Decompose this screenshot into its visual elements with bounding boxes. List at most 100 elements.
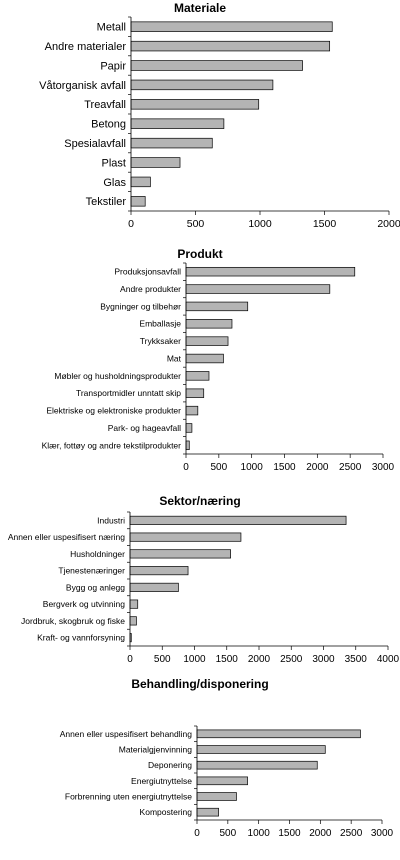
chart-2-x-tick-label: 1000 — [241, 462, 264, 473]
chart-4-bar — [196, 745, 326, 754]
chart-2-category-label: Transportmidler unntatt skip — [76, 388, 181, 398]
chart-1-bar — [130, 79, 274, 91]
chart-1-category-label: Andre materialer — [45, 41, 127, 53]
chart-2-category-label: Bygninger og tilbehør — [100, 301, 181, 311]
chart-1-category-label: Treavfall — [84, 99, 126, 111]
chart-4-x-tick-label: 500 — [219, 828, 236, 839]
chart-2-category-label: Andre produkter — [120, 284, 181, 294]
chart-1-category-label: Betong — [91, 119, 126, 131]
chart-4-category-label: Energiutnyttelse — [131, 776, 192, 786]
chart-3-bar — [129, 532, 242, 542]
chart-1-x-tick-label: 0 — [128, 218, 134, 230]
chart-3-category-label: Jordbruk, skogbruk og fiske — [21, 616, 125, 626]
chart-3-x-tick-label: 1000 — [183, 654, 206, 665]
chart-2-x-tick-label: 2500 — [339, 462, 362, 473]
chart-2-bar — [185, 405, 199, 416]
chart-1-category-label: Glas — [103, 177, 126, 189]
chart-3-x-tick-label: 0 — [127, 654, 133, 665]
chart-1-category-label: Plast — [102, 157, 126, 169]
chart-1-category-label: Papir — [100, 60, 126, 72]
chart-4-category-label: Materialgjenvinning — [119, 744, 193, 754]
chart-1-x-tick-label: 1500 — [313, 218, 337, 230]
chart-2-bar — [185, 301, 249, 312]
chart-2-bar — [185, 388, 205, 398]
chart-2-bar — [185, 371, 210, 381]
chart-3-bar — [129, 549, 231, 559]
chart-2-x-tick-label: 2000 — [306, 462, 329, 473]
chart-3-category-label: Tjenestenæringer — [58, 566, 125, 576]
chart-4-x-tick-label: 2500 — [340, 828, 363, 839]
chart-4-x-tick-label: 3000 — [371, 828, 394, 839]
chart-1-bar — [130, 60, 303, 71]
chart-1-x-tick-label: 1000 — [248, 218, 272, 230]
chart-2-category-label: Mat — [167, 353, 182, 363]
chart-3-category-label: Husholdninger — [70, 549, 125, 559]
chart-1-bar — [130, 40, 331, 52]
chart-2-bar — [185, 266, 356, 277]
chart-1-bar — [130, 118, 225, 129]
chart-1-bar — [130, 196, 146, 207]
chart-3-bar — [129, 599, 139, 609]
chart-3-category-label: Bergverk og utvinning — [43, 599, 125, 609]
chart-3-bar — [129, 582, 179, 592]
chart-1-bar — [130, 99, 260, 110]
chart-2-x-tick-label: 0 — [183, 462, 189, 473]
chart-3-x-tick-label: 500 — [154, 654, 171, 665]
chart-3-category-label: Bygg og anlegg — [66, 582, 125, 592]
chart-1-x-tick-label: 500 — [187, 218, 205, 230]
chart-4-x-tick-label: 1000 — [248, 828, 271, 839]
chart-3-x-tick-label: 1500 — [216, 654, 239, 665]
chart-2-category-label: Trykksaker — [140, 336, 181, 346]
chart-2-bar — [185, 440, 190, 451]
chart-2-category-label: Park- og hageavfall — [108, 423, 181, 433]
chart-1-category-label: Våtorganisk avfall — [39, 80, 126, 92]
chart-4-x-tick-label: 2000 — [309, 828, 332, 839]
chart-2-category-label: Klær, fottøy og andre tekstilprodukter — [42, 440, 182, 450]
chart-1-bar — [130, 137, 213, 149]
chart-3-bar — [129, 566, 189, 576]
chart-3-x-tick-label: 2500 — [280, 654, 303, 665]
chart-2-category-label: Produksjonsavfall — [114, 267, 181, 277]
chart-1-x-tick-label: 2000 — [377, 218, 400, 230]
chart-3-bar — [129, 515, 347, 525]
chart-4-x-tick-label: 0 — [194, 828, 200, 839]
chart-3-category-label: Kraft- og vannforsyning — [37, 633, 125, 643]
chart-2-bar — [185, 319, 233, 329]
chart-4-category-label: Kompostering — [140, 807, 193, 817]
chart-1-category-label: Spesialavfall — [64, 138, 126, 150]
chart-3-x-tick-label: 4000 — [377, 654, 400, 665]
chart-2-category-label: Emballasje — [139, 319, 181, 329]
chart-1-category-label: Tekstiler — [86, 196, 127, 208]
chart-4-bar — [196, 807, 219, 817]
chart-2-x-tick-label: 500 — [210, 462, 227, 473]
chart-4-category-label: Forbrenning uten energiutnyttelse — [65, 791, 192, 801]
chart-3-category-label: Annen eller uspesifisert næring — [8, 532, 125, 542]
chart-3-x-tick-label: 3000 — [312, 654, 335, 665]
chart-3-bar — [129, 616, 137, 626]
chart-1-category-label: Metall — [97, 22, 126, 34]
chart-3-x-tick-label: 3500 — [345, 654, 368, 665]
chart-3-x-tick-label: 2000 — [248, 654, 271, 665]
chart-3-category-label: Industri — [97, 515, 125, 525]
chart-1-bar — [130, 176, 151, 188]
chart-4-bar — [196, 760, 318, 770]
chart-4-x-tick-label: 1500 — [278, 828, 301, 839]
chart-2-x-tick-label: 3000 — [372, 462, 395, 473]
chart-2-bar — [185, 353, 224, 364]
chart-1-bar — [130, 157, 181, 168]
chart-2-x-tick-label: 1500 — [273, 462, 296, 473]
chart-4-category-label: Annen eller uspesifisert behandling — [60, 729, 193, 739]
chart-4-category-label: Deponering — [148, 760, 192, 770]
chart-2-bar — [185, 284, 331, 294]
chart-3-title: Sektor/næring — [159, 494, 240, 508]
chart-2-title: Produkt — [177, 247, 222, 261]
chart-2-category-label: Elektriske og elektroniske produkter — [46, 406, 181, 416]
chart-4-title: Behandling/disponering — [131, 677, 268, 691]
chart-1-bar — [130, 21, 333, 32]
chart-4-bar — [196, 729, 361, 739]
chart-2-bar — [185, 423, 193, 433]
chart-2-category-label: Møbler og husholdningsprodukter — [54, 371, 181, 381]
chart-4-bar — [196, 792, 237, 801]
chart-2-bar — [185, 336, 229, 346]
